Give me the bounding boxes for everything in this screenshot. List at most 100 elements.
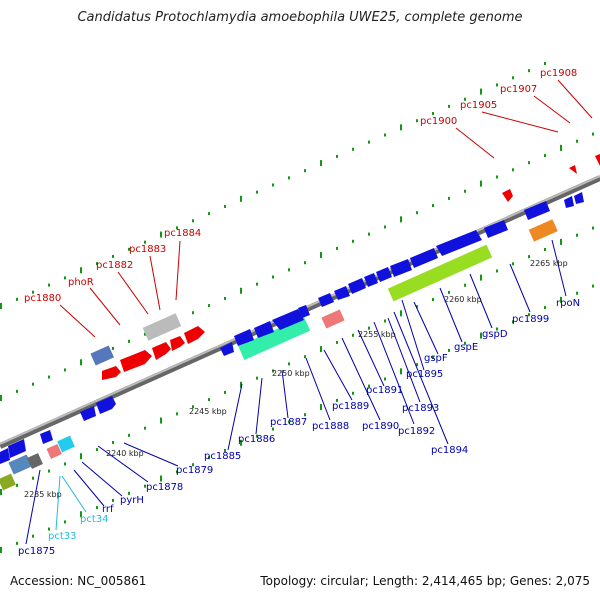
- gene-label-pc1908[interactable]: pc1908: [540, 68, 577, 79]
- scale-tick: [528, 69, 530, 73]
- gene-label-pc1885[interactable]: pc1885: [204, 451, 241, 462]
- gene-block-pc1875[interactable]: [8, 454, 32, 475]
- scale-tick: [400, 124, 402, 131]
- gene-block-pct33[interactable]: [46, 443, 62, 459]
- gene-block-cyan[interactable]: [238, 316, 311, 360]
- scale-tick: [16, 389, 18, 393]
- scale-tick: [48, 283, 50, 287]
- gene-label-rpoN[interactable]: rpoN: [556, 298, 580, 309]
- scale-tick: [32, 290, 34, 294]
- gene-label-pc1879[interactable]: pc1879: [176, 465, 213, 476]
- gene-arrow-r14[interactable]: [364, 273, 378, 287]
- gene-label-pc1882[interactable]: pc1882: [96, 260, 133, 271]
- gene-label-pc1891[interactable]: pc1891: [366, 385, 403, 396]
- gene-block-pc1880[interactable]: [90, 345, 114, 366]
- gene-arrow-r18[interactable]: [436, 230, 482, 256]
- gene-label-pc1892[interactable]: pc1892: [398, 426, 435, 437]
- scale-tick: [512, 168, 514, 172]
- connector-line: [175, 240, 181, 301]
- gene-label-rrf[interactable]: rrf: [102, 504, 114, 515]
- gene-arrow-pc1882[interactable]: [120, 350, 152, 372]
- scale-tick: [224, 296, 226, 300]
- connector-line: [357, 329, 385, 387]
- gene-label-gspD[interactable]: gspD: [482, 329, 508, 340]
- gene-label-pct33[interactable]: pct33: [48, 531, 77, 542]
- scale-tick: [144, 426, 146, 430]
- gene-arrow-r7[interactable]: [234, 329, 254, 346]
- gene-arrow-r11[interactable]: [318, 293, 334, 307]
- gene-label-pc1900[interactable]: pc1900: [420, 116, 457, 127]
- gene-arrow-r21[interactable]: [564, 196, 574, 208]
- gene-label-pc1899[interactable]: pc1899: [512, 314, 549, 325]
- gene-label-pc1893[interactable]: pc1893: [402, 403, 439, 414]
- gene-arrow-pc1884b[interactable]: [184, 326, 205, 344]
- gene-arrow-pc1884[interactable]: [170, 336, 185, 351]
- gene-arrow-r20[interactable]: [524, 201, 550, 220]
- gene-block-pc1889[interactable]: [321, 309, 345, 329]
- gene-arrow-r2[interactable]: [8, 439, 26, 458]
- scale-tick: [432, 112, 434, 116]
- gene-label-phoR[interactable]: phoR: [68, 277, 94, 288]
- scale-tick: [112, 498, 114, 502]
- gene-label-pc1875[interactable]: pc1875: [18, 546, 55, 557]
- scale-tick: [512, 76, 514, 80]
- scale-tick: [224, 204, 226, 208]
- scale-tick: [176, 470, 178, 474]
- gene-arrow-pc1907[interactable]: [569, 165, 577, 174]
- gene-block-greenish[interactable]: [0, 473, 16, 491]
- connector-line: [393, 311, 449, 445]
- scale-tick: [432, 356, 434, 360]
- gene-label-pc1878[interactable]: pc1878: [146, 482, 183, 493]
- scale-tick: [576, 139, 578, 143]
- gene-label-pc1880[interactable]: pc1880: [24, 293, 61, 304]
- gene-label-gspF[interactable]: gspF: [424, 353, 448, 364]
- gene-arrow-pc1900[interactable]: [502, 189, 513, 202]
- gene-block-rpoN[interactable]: [528, 219, 558, 242]
- gene-label-pc1895[interactable]: pc1895: [406, 369, 443, 380]
- gene-arrow-r12[interactable]: [334, 286, 350, 300]
- gene-label-pc1884[interactable]: pc1884: [164, 228, 201, 239]
- gene-label-pyrH[interactable]: pyrH: [120, 495, 144, 506]
- gene-label-pc1887[interactable]: pc1887: [270, 417, 307, 428]
- gene-arrow-r16[interactable]: [390, 259, 412, 277]
- gene-arrow-r9[interactable]: [272, 309, 304, 330]
- gene-arrow-r3[interactable]: [40, 430, 53, 444]
- gene-block-pc1883[interactable]: [142, 313, 182, 341]
- scale-tick: [192, 463, 194, 467]
- gene-label-pc1883[interactable]: pc1883: [129, 244, 166, 255]
- gene-arrow-r5[interactable]: [96, 396, 116, 414]
- gene-label-pc1894[interactable]: pc1894: [431, 445, 468, 456]
- connector-line: [439, 287, 463, 343]
- gene-arrow-r19[interactable]: [484, 220, 508, 238]
- gene-arrow-r4[interactable]: [80, 406, 96, 421]
- gene-arrow-r1[interactable]: [0, 448, 10, 464]
- gene-arrow-r8[interactable]: [254, 321, 274, 338]
- gene-label-pc1907[interactable]: pc1907: [500, 84, 537, 95]
- gene-label-pc1890[interactable]: pc1890: [362, 421, 399, 432]
- connector-line: [551, 239, 567, 297]
- gene-arrow-pc1908[interactable]: [595, 154, 600, 166]
- gene-arrow-r17[interactable]: [410, 248, 438, 268]
- gene-arrow-r22[interactable]: [574, 192, 584, 204]
- gene-label-pc1889[interactable]: pc1889: [332, 401, 369, 412]
- gene-arrow-pc1883[interactable]: [152, 342, 171, 360]
- gene-label-pct34[interactable]: pct34: [80, 514, 109, 525]
- scale-tick: [368, 140, 370, 144]
- kbp-label: 2255 kbp: [358, 330, 396, 339]
- gene-label-pc1905[interactable]: pc1905: [460, 100, 497, 111]
- scale-tick: [384, 319, 386, 323]
- scale-tick: [480, 180, 482, 187]
- gene-block-pct34[interactable]: [57, 435, 75, 453]
- gene-arrow-r13[interactable]: [348, 278, 366, 294]
- gene-arrow-r15[interactable]: [376, 267, 392, 282]
- gene-arrow-r10[interactable]: [298, 305, 310, 318]
- connector-line: [455, 127, 495, 159]
- gene-block-gspE[interactable]: [387, 244, 493, 302]
- gene-label-gspE[interactable]: gspE: [454, 342, 478, 353]
- gene-arrow-r6[interactable]: [220, 342, 234, 356]
- gene-label-pc1888[interactable]: pc1888: [312, 421, 349, 432]
- gene-arrow-phoR[interactable]: [102, 366, 121, 380]
- gene-label-pc1886[interactable]: pc1886: [238, 434, 275, 445]
- scale-tick: [32, 476, 34, 480]
- gene-block-pc1875b[interactable]: [27, 453, 43, 469]
